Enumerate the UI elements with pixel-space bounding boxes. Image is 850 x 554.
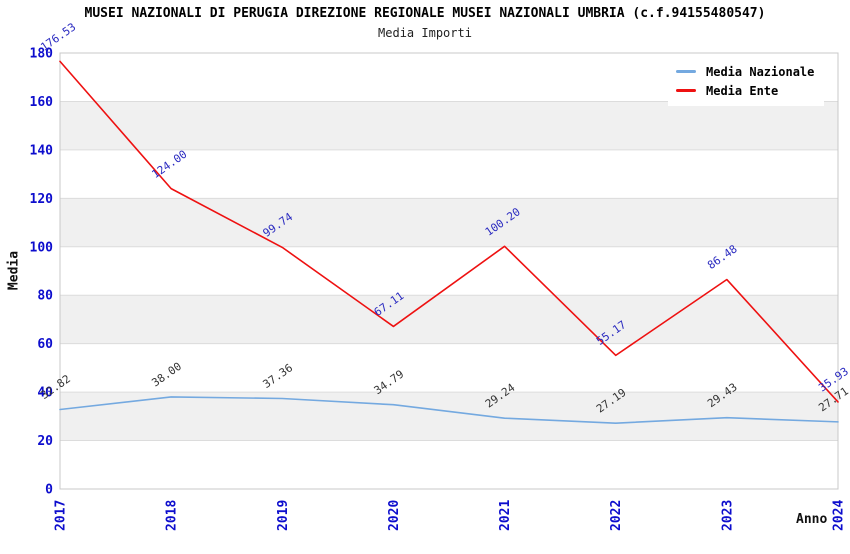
plot-band (60, 392, 838, 441)
x-tick-label: 2022 (609, 500, 624, 531)
series-line-media-ente (59, 60, 839, 403)
data-label: 176.53 (38, 20, 78, 53)
y-tick-label: 120 (30, 192, 54, 207)
x-tick-label: 2018 (165, 500, 180, 531)
y-tick-label: 140 (30, 143, 54, 158)
x-tick-label: 2017 (54, 500, 69, 531)
y-tick-label: 40 (37, 386, 53, 401)
y-tick-label: 160 (30, 95, 54, 110)
x-tick-label: 2021 (498, 500, 513, 531)
legend: Media Nazionale Media Ente (668, 56, 825, 106)
y-tick-label: 60 (37, 337, 53, 352)
y-axis-label: Media (6, 250, 22, 291)
plot-band (60, 295, 838, 344)
y-tick-label: 100 (30, 240, 54, 255)
x-tick-label: 2023 (720, 500, 735, 531)
chart-title: MUSEI NAZIONALI DI PERUGIA DIREZIONE REG… (84, 6, 766, 21)
legend-label: Media Nazionale (706, 64, 815, 79)
y-tick-label: 20 (37, 434, 53, 449)
data-label: 124.00 (149, 148, 189, 181)
data-label: 37.36 (261, 361, 296, 391)
plot-border (59, 52, 839, 490)
y-tick-label: 80 (37, 289, 53, 304)
legend-item-media-ente[interactable]: Media Ente (676, 81, 814, 100)
legend-label: Media Ente (706, 83, 779, 98)
y-tick-label: 0 (45, 483, 53, 498)
legend-item-media-nazionale[interactable]: Media Nazionale (676, 62, 814, 81)
media-nazionale-line-icon (676, 70, 696, 73)
plot-band (60, 198, 838, 247)
chart-subtitle: Media Importi (378, 26, 472, 40)
data-label: 38.00 (149, 360, 184, 390)
y-tick-label: 180 (30, 47, 54, 62)
plot-band (60, 101, 838, 150)
media-ente-line-icon (676, 89, 696, 92)
x-tick-label: 2020 (387, 500, 402, 531)
x-tick-label: 2024 (832, 500, 847, 531)
x-tick-label: 2019 (276, 500, 291, 531)
x-axis-label: Anno (796, 512, 828, 527)
series-line-media-nazionale (59, 396, 839, 424)
